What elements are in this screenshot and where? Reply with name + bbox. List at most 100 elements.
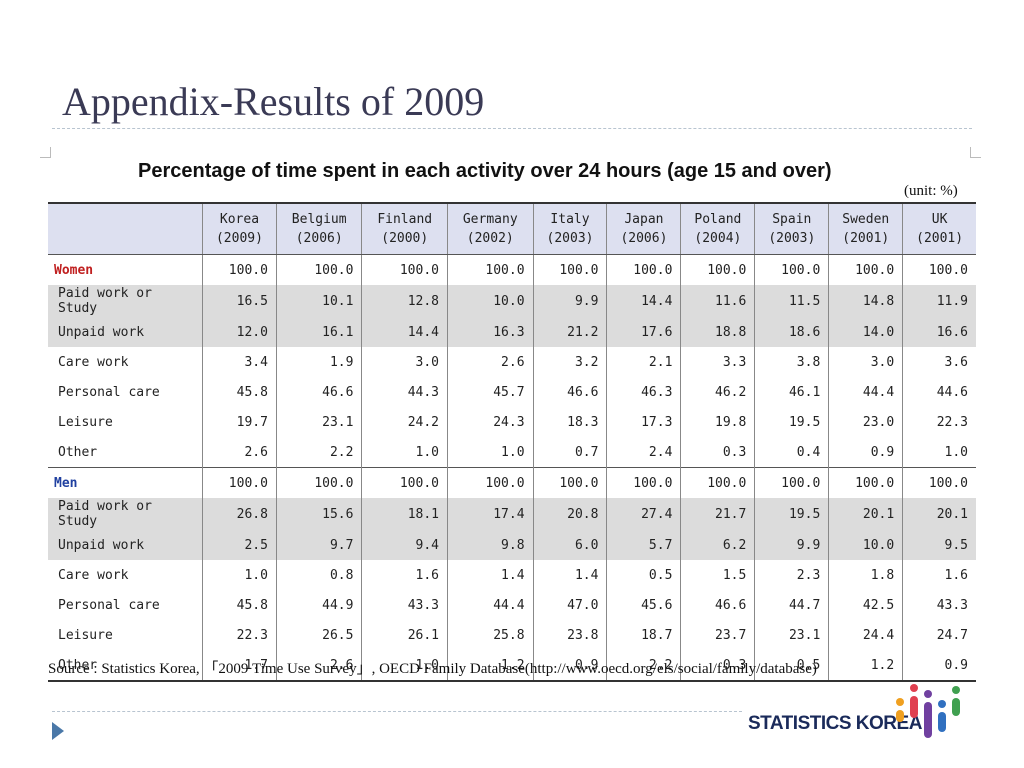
table-cell: 43.3 (361, 590, 448, 620)
row-label: Unpaid work (48, 317, 203, 347)
time-use-table: Korea (2009) Belgium (2006) Finland (2000) … (48, 202, 976, 682)
table-cell: 0.9 (532, 650, 607, 682)
table-cell: 100.0 (447, 467, 534, 498)
table-cell: 100.0 (202, 467, 277, 498)
row-label: Leisure (58, 414, 113, 430)
table-cell: 1.0 (361, 650, 448, 682)
table-cell: 11.5 (754, 285, 829, 317)
table-cell: 44.7 (754, 590, 829, 620)
table-cell: 2.2 (275, 437, 362, 468)
table-row: Personal care 45.8 44.9 43.3 44.4 47.0 45.6 46.… (48, 590, 976, 620)
row-label: Paid work or Study (48, 498, 203, 530)
table-cell: 1.0 (361, 437, 448, 468)
table-cell: 44.4 (828, 377, 903, 407)
header-spain: Spain (2003) (754, 202, 829, 255)
table-cell: 22.3 (202, 620, 277, 650)
table-cell: 2.6 (202, 437, 277, 468)
table-cell: 100.0 (361, 254, 448, 285)
table-cell: 3.4 (202, 347, 277, 377)
header-finland: Finland (2000) (361, 202, 448, 255)
table-row: Unpaid work 2.5 9.7 9.4 9.8 6.0 5.7 6.2 9.9 10.0 9… (48, 530, 976, 560)
table-cell: 18.7 (606, 620, 681, 650)
table-cell: 1.2 (447, 650, 534, 682)
table-cell: 23.7 (680, 620, 755, 650)
play-arrow-icon[interactable] (52, 722, 64, 740)
table-row: Care work 3.4 1.9 3.0 2.6 3.2 2.1 3.3 3.8 3.0 3.6 (48, 347, 976, 377)
table-cell: 9.8 (447, 530, 534, 560)
row-label: Care work (58, 354, 129, 370)
table-cell: 24.3 (447, 407, 534, 437)
table-row: Leisure 19.7 23.1 24.2 24.3 18.3 17.3 19.8 19.5 2… (48, 407, 976, 437)
table-cell: 0.9 (902, 650, 976, 682)
table-cell: 27.4 (606, 498, 681, 530)
table-cell: 11.9 (902, 285, 976, 317)
table-cell: 23.0 (828, 407, 903, 437)
table-cell: 12.8 (361, 285, 448, 317)
table-cell: 18.6 (754, 317, 829, 347)
statistics-korea-logo-icon (896, 684, 960, 738)
table-cell: 17.3 (606, 407, 681, 437)
table-cell: 46.2 (680, 377, 755, 407)
table-cell: 20.1 (902, 498, 976, 530)
header-belgium: Belgium (2006) (275, 202, 362, 255)
unit-label: (unit: %) (904, 183, 958, 199)
table-cell: 100.0 (754, 467, 829, 498)
table-cell: 1.0 (202, 560, 277, 590)
table-cell: 1.0 (447, 437, 534, 468)
table-cell: 11.6 (680, 285, 755, 317)
table-cell: 46.6 (680, 590, 755, 620)
table-cell: 1.0 (902, 437, 976, 468)
table-cell: 9.7 (275, 530, 362, 560)
table-cell: 3.0 (828, 347, 903, 377)
table-cell: 19.7 (202, 407, 277, 437)
table-cell: 0.5 (606, 560, 681, 590)
table-cell: 100.0 (680, 254, 755, 285)
table-cell: 24.4 (828, 620, 903, 650)
group-total-row: Men 100.0 100.0 100.0 100.0 100.0 100.0 100.0 10… (48, 467, 976, 498)
table-cell: 10.0 (828, 530, 903, 560)
group-total-row: Women 100.0 100.0 100.0 100.0 100.0 100.0 100.0… (48, 254, 976, 285)
table-cell: 46.1 (754, 377, 829, 407)
header-japan: Japan (2006) (606, 202, 681, 255)
row-label: Care work (58, 567, 129, 583)
table-cell: 100.0 (532, 467, 607, 498)
table-cell: 9.9 (532, 285, 607, 317)
table-cell: 100.0 (532, 254, 607, 285)
table-cell: 3.3 (680, 347, 755, 377)
table-cell: 23.1 (754, 620, 829, 650)
table-cell: 100.0 (361, 467, 448, 498)
footer-divider (52, 711, 742, 712)
row-label: Leisure (58, 627, 113, 643)
table-cell: 44.6 (902, 377, 976, 407)
table-header-row: Korea (2009) Belgium (2006) Finland (2000) … (48, 202, 976, 255)
table-cell: 26.8 (202, 498, 277, 530)
row-label: Personal care (58, 597, 160, 613)
row-label: Personal care (58, 384, 160, 400)
table-cell: 17.6 (606, 317, 681, 347)
table-row: Other 2.6 2.2 1.0 1.0 0.7 2.4 0.3 0.4 0.9 1.0 (48, 437, 976, 468)
group-label: Women (48, 254, 203, 285)
table-cell: 1.6 (361, 560, 448, 590)
table-cell: 6.2 (680, 530, 755, 560)
header-poland: Poland (2004) (680, 202, 755, 255)
table-cell: 16.1 (275, 317, 362, 347)
table-cell: 46.3 (606, 377, 681, 407)
corner-mark-right (970, 147, 981, 158)
header-uk: UK (2001) (902, 202, 976, 255)
table-cell: 20.8 (532, 498, 607, 530)
table-row: Paid work or Study 16.5 10.1 12.8 10.0 9.9 14.… (48, 285, 976, 317)
row-label: Other (48, 650, 203, 682)
table-cell: 17.4 (447, 498, 534, 530)
title-divider (52, 128, 972, 129)
table-cell: 44.3 (361, 377, 448, 407)
row-label: Other (58, 444, 98, 460)
table-cell: 45.7 (447, 377, 534, 407)
table-row: Paid work or Study 26.8 15.6 18.1 17.4 20.8 27… (48, 498, 976, 530)
table-cell: 100.0 (828, 254, 903, 285)
table-cell: 21.7 (680, 498, 755, 530)
table-cell: 0.5 (754, 650, 829, 682)
table-cell: 14.0 (828, 317, 903, 347)
table-row: Other 1.7 2.6 1.0 1.2 0.9 2.2 0.3 0.5 1.2 0.9 (48, 650, 976, 682)
table-cell: 2.1 (606, 347, 681, 377)
table-cell: 45.8 (202, 377, 277, 407)
